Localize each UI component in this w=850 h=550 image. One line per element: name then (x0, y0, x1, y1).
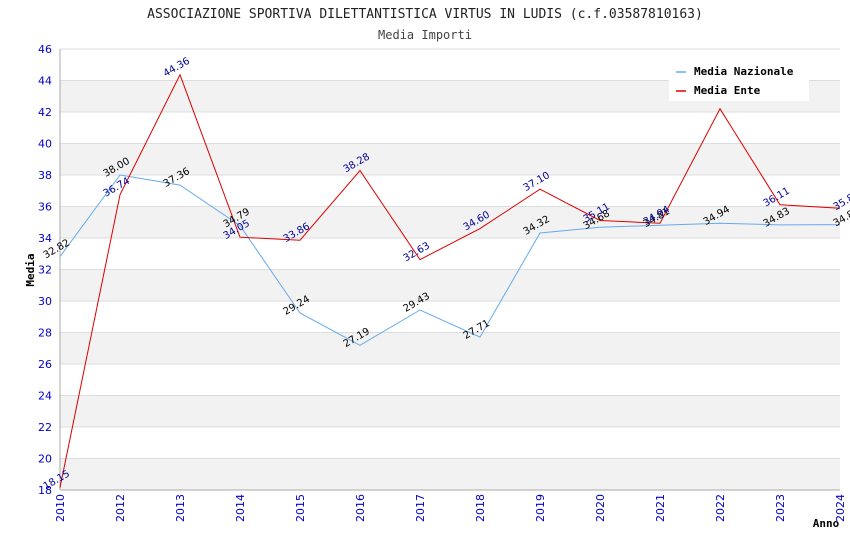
grid-band (60, 143, 840, 175)
y-tick-label: 22 (38, 421, 52, 434)
y-tick-label: 46 (38, 43, 52, 56)
legend-label-media-nazionale: Media Nazionale (694, 65, 794, 78)
grid-bands (60, 80, 840, 490)
data-label: 44.36 (162, 56, 192, 80)
grid-band (60, 395, 840, 427)
x-tick-label: 2018 (474, 494, 487, 522)
x-axis-label: Anno (813, 517, 840, 530)
axes (59, 49, 840, 491)
grid-band (60, 458, 840, 490)
x-tick-label: 2016 (354, 494, 367, 522)
chart-subtitle: Media Importi (378, 28, 472, 42)
x-tick-label: 2022 (714, 494, 727, 522)
y-tick-label: 34 (38, 232, 52, 245)
x-tick-label: 2023 (774, 494, 787, 522)
grid-band (60, 269, 840, 301)
x-tick-label: 2010 (54, 494, 67, 522)
y-axis-label: Media (24, 253, 37, 286)
grid-lines (60, 48, 840, 491)
data-label: 35.89 (832, 189, 850, 213)
legend: Media Nazionale Media Ente (669, 59, 809, 101)
x-tick-label: 2013 (174, 494, 187, 522)
legend-label-media-ente: Media Ente (694, 84, 761, 97)
grid-band (60, 332, 840, 364)
y-tick-label: 40 (38, 138, 52, 151)
y-tick-label: 24 (38, 390, 52, 403)
y-tick-label: 28 (38, 327, 52, 340)
y-tick-label: 30 (38, 295, 52, 308)
x-tick-label: 2012 (114, 494, 127, 522)
x-tick-labels: 2010 2012 2013 2014 2015 2016 2017 2018 2019 2020… (54, 494, 847, 522)
grid-band (60, 206, 840, 238)
x-tick-label: 2024 (834, 494, 847, 522)
y-tick-label: 26 (38, 358, 52, 371)
x-tick-label: 2017 (414, 494, 427, 522)
x-tick-label: 2021 (654, 494, 667, 522)
x-tick-label: 2020 (594, 494, 607, 522)
y-tick-label: 32 (38, 264, 52, 277)
y-tick-label: 18 (38, 484, 52, 497)
y-tick-label: 20 (38, 453, 52, 466)
data-label: 32.63 (402, 240, 432, 264)
x-tick-label: 2015 (294, 494, 307, 522)
y-tick-labels: 18 20 22 24 26 28 30 32 34 36 38 40 42 44 46 (38, 43, 52, 497)
legend-box (669, 59, 809, 101)
data-label: 36.11 (762, 186, 792, 210)
series-lines (59, 73, 841, 488)
x-tick-label: 2019 (534, 494, 547, 522)
y-tick-label: 38 (38, 169, 52, 182)
chart-title: ASSOCIAZIONE SPORTIVA DILETTANTISTICA VI… (147, 7, 703, 22)
y-tick-label: 36 (38, 201, 52, 214)
y-tick-label: 44 (38, 75, 52, 88)
series-line-1 (59, 73, 841, 488)
series-line-0 (59, 174, 841, 346)
x-tick-label: 2014 (234, 494, 247, 522)
y-tick-label: 42 (38, 106, 52, 119)
